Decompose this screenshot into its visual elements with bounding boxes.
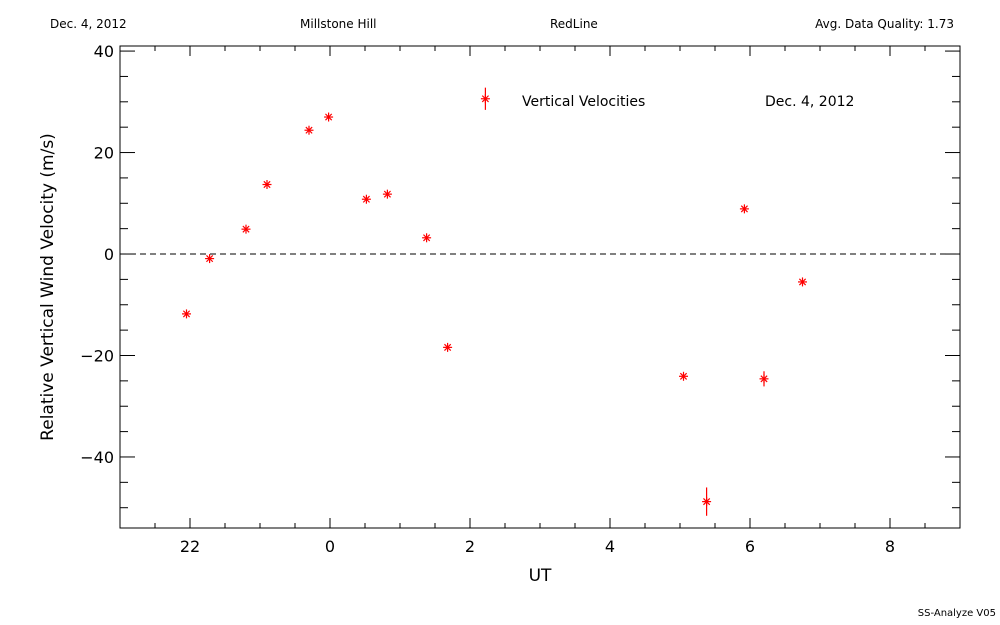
- data-point: [759, 371, 769, 387]
- data-point: [480, 87, 490, 110]
- x-tick-label: 2: [465, 537, 475, 556]
- plot-frame: [119, 45, 961, 529]
- data-point: [382, 189, 392, 199]
- header-data-quality: Avg. Data Quality: 1.73: [815, 17, 954, 31]
- y-tick-label: −20: [80, 346, 114, 365]
- y-tick-label: 0: [104, 245, 114, 264]
- x-tick-labels: 22 0 2 4 6 8: [180, 537, 895, 556]
- y-axis-label: Relative Vertical Wind Velocity (m/s): [38, 133, 58, 441]
- y-tick-label: 40: [94, 42, 114, 61]
- axis-ticks: [119, 46, 961, 528]
- x-axis-label: UT: [529, 566, 552, 586]
- annotation-title: Vertical Velocities: [522, 94, 645, 110]
- data-point: [241, 224, 251, 234]
- annotation-date: Dec. 4, 2012: [765, 94, 854, 110]
- y-tick-labels: −40 −20 0 20 40: [80, 42, 114, 467]
- data-point: [304, 125, 314, 135]
- data-point: [361, 194, 371, 204]
- header-date: Dec. 4, 2012: [50, 17, 127, 31]
- header-site: Millstone Hill: [300, 17, 377, 31]
- x-tick-label: 8: [885, 537, 895, 556]
- x-tick-label: 22: [180, 537, 200, 556]
- x-tick-label: 6: [745, 537, 755, 556]
- data-point: [182, 309, 191, 319]
- data-points: [182, 87, 807, 516]
- data-point: [443, 342, 453, 352]
- data-point: [262, 180, 272, 190]
- y-tick-label: 20: [94, 144, 114, 163]
- data-point: [324, 112, 334, 122]
- x-tick-label: 0: [325, 537, 335, 556]
- footer-version: SS-Analyze V05: [917, 608, 996, 619]
- data-point: [422, 233, 432, 243]
- y-tick-label: −40: [80, 448, 114, 467]
- data-point: [702, 487, 712, 516]
- x-tick-label: 4: [605, 537, 615, 556]
- data-point: [798, 277, 807, 287]
- data-point: [739, 204, 749, 214]
- data-point: [205, 254, 215, 264]
- data-point: [679, 371, 688, 381]
- header-instrument: RedLine: [550, 17, 598, 31]
